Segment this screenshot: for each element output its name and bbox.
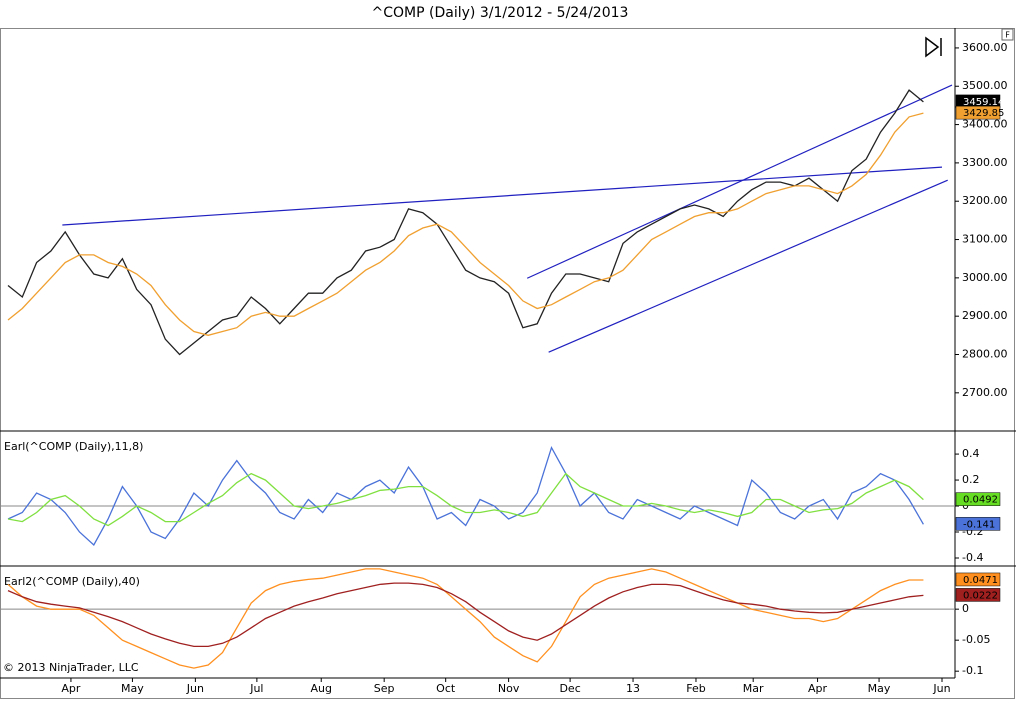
panel-label: Earl(^COMP (Daily),11,8) [4, 440, 143, 453]
last-value-label: 3429.85 [963, 108, 1004, 119]
series-line [7, 112, 924, 336]
last-value-label: 0.0222 [963, 590, 998, 601]
y-tick-label: 0.4 [962, 447, 980, 460]
x-tick-label: Jul [249, 682, 263, 695]
x-tick-label: Aug [310, 682, 331, 695]
y-tick-label: 0 [962, 602, 969, 615]
y-tick-label: 0.2 [962, 473, 980, 486]
last-value-label: 0.0471 [963, 575, 998, 586]
frame [0, 28, 1015, 699]
x-tick-label: May [868, 682, 891, 695]
trendline [526, 84, 953, 279]
last-value-label: -0.141 [963, 519, 995, 530]
y-tick-label: 3100.00 [962, 233, 1008, 246]
play-triangle[interactable] [925, 36, 940, 58]
x-tick-label: Feb [686, 682, 705, 695]
x-tick-label: Jun [186, 682, 204, 695]
last-value-box [955, 105, 1001, 120]
trendline [548, 179, 948, 353]
y-tick-label: -0.4 [962, 551, 983, 564]
series-line [7, 568, 924, 669]
series-line [7, 445, 924, 547]
y-tick-label: 3500.00 [962, 79, 1008, 92]
y-tick-label: 2800.00 [962, 348, 1008, 361]
x-tick-label: Mar [743, 682, 764, 695]
series-line [7, 89, 924, 356]
y-tick-label: 3200.00 [962, 194, 1008, 207]
y-tick-label: 2700.00 [962, 386, 1008, 399]
last-value-label: 3459.14 [963, 97, 1004, 108]
y-tick-label: 3300.00 [962, 156, 1008, 169]
last-value-box [955, 492, 1001, 506]
panel-label: Earl2(^COMP (Daily),40) [4, 575, 140, 588]
y-tick-label: 3400.00 [962, 118, 1008, 131]
x-tick-label: Sep [374, 682, 395, 695]
f-button[interactable] [1001, 28, 1014, 41]
f-button-label[interactable]: F [1005, 31, 1010, 40]
x-tick-label: Apr [61, 682, 81, 695]
series-line [7, 472, 924, 527]
x-tick-label: Oct [436, 682, 456, 695]
x-tick-label: May [121, 682, 144, 695]
y-tick-label: 3600.00 [962, 41, 1008, 54]
x-tick-label: Apr [808, 682, 828, 695]
last-value-box [955, 517, 1001, 531]
last-value-label: 0.0492 [963, 495, 998, 506]
y-tick-label: -0.1 [962, 664, 983, 677]
chart-title: ^COMP (Daily) 3/1/2012 - 5/24/2013 [372, 5, 629, 21]
play-icon[interactable] [925, 36, 942, 58]
last-value-box [955, 588, 1001, 602]
x-tick-label: 13 [626, 682, 640, 695]
x-tick-label: Dec [559, 682, 580, 695]
last-value-box [955, 572, 1001, 587]
x-tick-label: Nov [498, 682, 520, 695]
copyright: © 2013 NinjaTrader, LLC [3, 661, 139, 674]
series-line [7, 582, 924, 648]
trendline [62, 166, 943, 226]
y-tick-label: 3000.00 [962, 271, 1008, 284]
y-tick-label: 2900.00 [962, 309, 1008, 322]
x-tick-label: Jun [932, 682, 950, 695]
y-tick-label: -0.05 [962, 633, 990, 646]
